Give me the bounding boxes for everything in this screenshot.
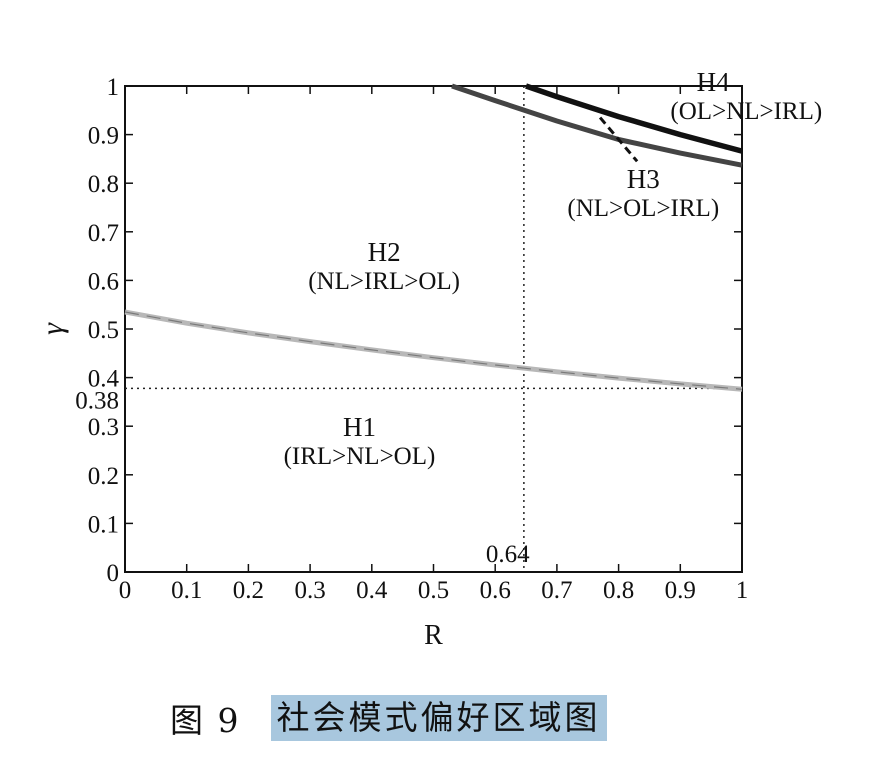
x-tick-label: 0.7 bbox=[541, 577, 572, 604]
series-line-2 bbox=[451, 83, 743, 168]
annotation-pointer bbox=[598, 116, 639, 163]
y-tick-label: 0.8 bbox=[88, 171, 119, 198]
region-order-h3: (NL>OL>IRL) bbox=[567, 195, 719, 222]
y-tick-label: 0 bbox=[107, 560, 120, 587]
region-name-h2: H2 bbox=[368, 237, 401, 267]
chart: 0 0.1 0.2 0.3 0.4 0.5 0.6 0.7 0.8 0.9 100.10.20.30… bbox=[36, 67, 823, 651]
x-tick-label: 0.4 bbox=[356, 577, 388, 604]
y-tick-label: 0.9 bbox=[88, 123, 119, 150]
region-order-h1: (IRL>NL>OL) bbox=[284, 443, 436, 470]
x-tick-label: 0.5 bbox=[418, 577, 449, 604]
y-tick-label: 0.4 bbox=[88, 366, 120, 393]
vertical-reference-label: 0.64 bbox=[486, 541, 530, 568]
axes-group: 0 0.1 0.2 0.3 0.4 0.5 0.6 0.7 0.8 0.9 100.10.20.30… bbox=[36, 74, 748, 651]
x-tick-label: 0.9 bbox=[665, 577, 696, 604]
y-tick-label: 0.3 bbox=[88, 414, 119, 441]
x-tick-label: 1 bbox=[736, 577, 749, 604]
y-tick-label: 0.1 bbox=[88, 511, 119, 538]
region-name-h1: H1 bbox=[343, 412, 376, 442]
y-tick-label: 0.6 bbox=[88, 268, 119, 295]
series-line-1-dash-overlay bbox=[124, 311, 743, 390]
series-line-3 bbox=[525, 83, 743, 154]
reference-lines-group: 0.64 0.38 bbox=[75, 86, 742, 572]
series-group bbox=[124, 83, 743, 392]
horizontal-reference-label: 0.38 bbox=[75, 387, 119, 414]
y-axis-label: γ bbox=[36, 322, 69, 335]
region-name-h4: H4 bbox=[697, 67, 730, 97]
y-tick-label: 0.2 bbox=[88, 463, 119, 490]
y-tick-label: 0.7 bbox=[88, 220, 119, 247]
region-order-h4: (OL>NL>IRL) bbox=[670, 98, 822, 125]
figure-caption: 图 9 社会模式偏好区域图 bbox=[170, 692, 607, 744]
figure-number: 图 9 bbox=[170, 701, 241, 740]
series-line-1 bbox=[124, 309, 743, 392]
y-tick-label: 1 bbox=[107, 74, 120, 101]
x-axis-label: R bbox=[424, 620, 443, 651]
figure-title: 社会模式偏好区域图 bbox=[270, 695, 607, 741]
region-name-h3: H3 bbox=[627, 164, 660, 194]
x-tick-label: 0.1 bbox=[171, 577, 202, 604]
x-tick-label: 0 bbox=[119, 577, 132, 604]
region-labels-group: H1(IRL>NL>OL) H2(NL>IRL>OL) H3(NL>OL>IRL) H… bbox=[284, 67, 823, 470]
x-tick-label: 0.2 bbox=[233, 577, 264, 604]
y-tick-label: 0.5 bbox=[88, 317, 119, 344]
x-tick-label: 0.8 bbox=[603, 577, 634, 604]
x-tick-label: 0.3 bbox=[294, 577, 325, 604]
x-tick-label: 0.6 bbox=[480, 577, 511, 604]
region-order-h2: (NL>IRL>OL) bbox=[308, 268, 460, 295]
